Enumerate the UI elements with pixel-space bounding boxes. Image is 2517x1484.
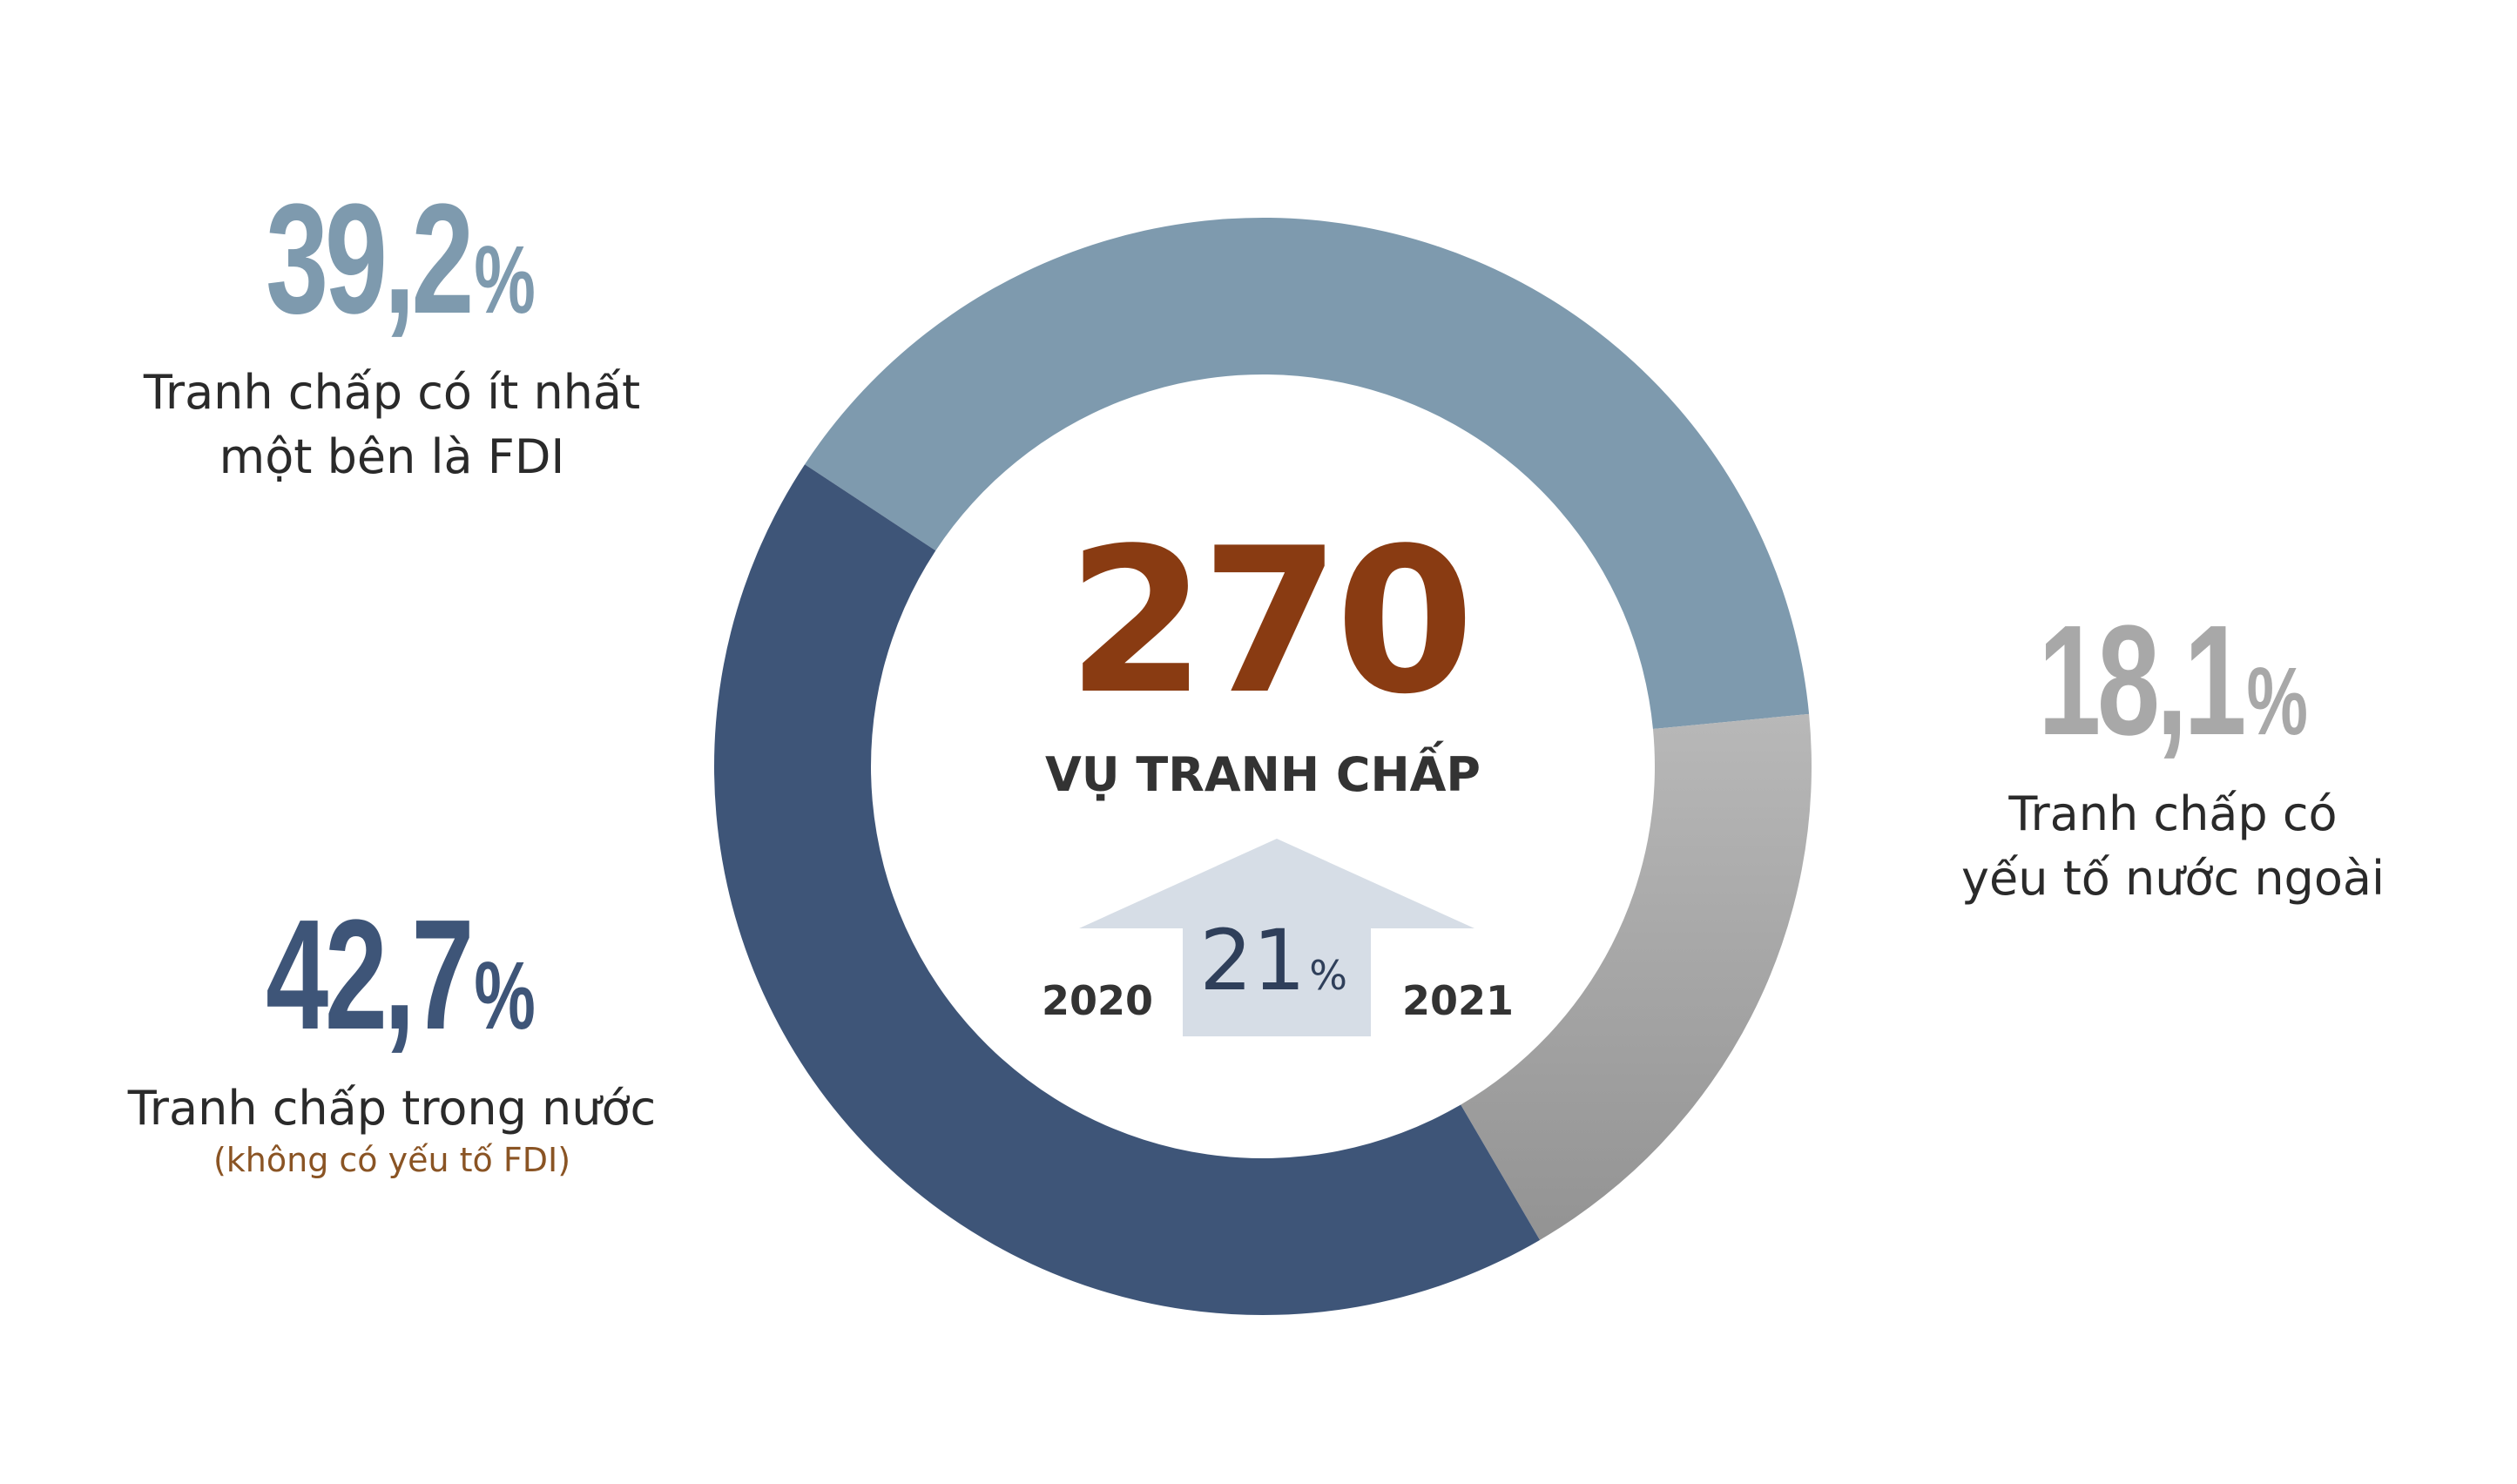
foreign-label-line1: Tranh chấp có	[2008, 786, 2338, 841]
total-count: 270	[1067, 506, 1474, 739]
fdi-percent: 39,2%	[266, 172, 536, 347]
domestic-label: Tranh chấp trong nước	[127, 1081, 657, 1136]
slice-domestic	[714, 464, 1541, 1315]
growth-value: 21%	[1199, 912, 1347, 1009]
year-from: 2020	[1042, 977, 1154, 1024]
growth-arrow	[1079, 839, 1474, 1036]
foreign-label: Tranh chấp có yếu tố nước ngoài	[1881, 782, 2465, 911]
foreign-label-line2: yếu tố nước ngoài	[1961, 851, 2385, 906]
domestic-note: (không có yếu tố FDI)	[213, 1141, 571, 1179]
foreign-percent: 18,1%	[2038, 593, 2308, 768]
domestic-percent: 42,7%	[266, 887, 536, 1062]
fdi-label-line2: một bên là FDI	[219, 429, 565, 484]
slice-foreign	[1461, 713, 1812, 1240]
slice-fdi	[805, 218, 1810, 730]
fdi-label-line1: Tranh chấp có ít nhất	[143, 365, 641, 420]
year-to: 2021	[1402, 977, 1515, 1024]
total-label: VỤ TRANH CHẤP	[1044, 747, 1481, 802]
fdi-label: Tranh chấp có ít nhất một bên là FDI	[87, 361, 697, 489]
